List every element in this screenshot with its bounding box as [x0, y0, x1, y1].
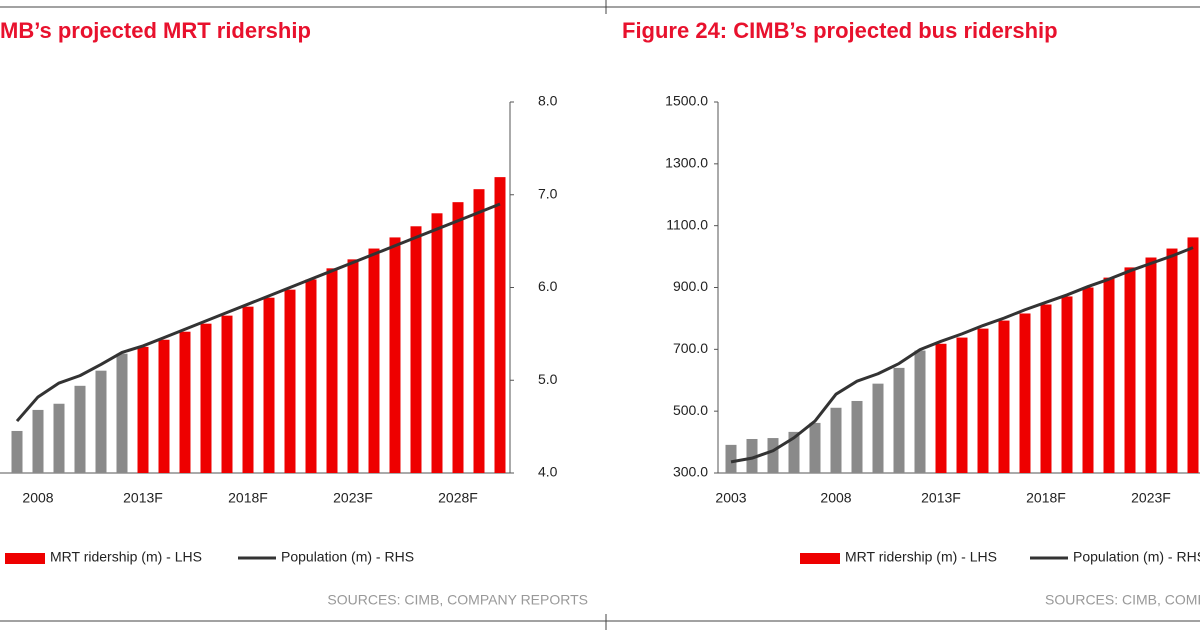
bar [998, 320, 1010, 473]
y2-tick-label: 7.0 [538, 185, 558, 201]
bar [116, 353, 128, 473]
bar [1019, 313, 1031, 473]
bar [221, 315, 233, 473]
bar [53, 403, 65, 473]
bar [11, 430, 23, 473]
bar [1145, 257, 1157, 473]
y-tick-label: 700.0 [673, 340, 708, 356]
bar [200, 323, 212, 473]
legend-swatch [800, 553, 840, 564]
legend-label: Population (m) - RHS [281, 549, 414, 565]
bar [368, 248, 380, 473]
bar [326, 268, 338, 473]
y2-tick-label: 4.0 [538, 464, 558, 480]
bar [935, 343, 947, 473]
y-tick-label: 500.0 [673, 402, 708, 418]
bar [893, 367, 905, 473]
x-tick-label: 2013F [921, 490, 961, 506]
y-tick-label: 1300.0 [665, 155, 708, 171]
bar [851, 400, 863, 473]
bar [137, 346, 149, 473]
y2-tick-label: 8.0 [538, 93, 558, 109]
bar [494, 177, 506, 473]
bar [1061, 296, 1073, 473]
legend-label: MRT ridership (m) - LHS [845, 549, 997, 565]
y-tick-label: 900.0 [673, 278, 708, 294]
bar [977, 328, 989, 473]
legend-swatch [5, 553, 45, 564]
y2-tick-label: 6.0 [538, 278, 558, 294]
bar [179, 331, 191, 473]
bar [284, 289, 296, 473]
bar [830, 407, 842, 473]
x-tick-label: 2003 [715, 490, 746, 506]
bar [1082, 287, 1094, 473]
bar [431, 213, 443, 474]
bar [1103, 277, 1115, 473]
bar [1040, 304, 1052, 473]
bar [1166, 248, 1178, 473]
y-tick-label: 1500.0 [665, 93, 708, 109]
x-tick-label: 2018F [1026, 490, 1066, 506]
x-tick-label: 2023F [333, 490, 373, 506]
bar [242, 306, 254, 473]
source-note: SOURCES: CIMB, COMPANY REPORTS [327, 592, 588, 608]
bar [410, 226, 422, 473]
bar [473, 189, 485, 473]
x-tick-label: 2018F [228, 490, 268, 506]
bar [32, 409, 44, 473]
bar [872, 383, 884, 473]
bar [305, 279, 317, 473]
bar [95, 370, 107, 473]
bar [1187, 237, 1199, 473]
bar [74, 385, 86, 473]
bar [788, 431, 800, 473]
chart-title: Figure 24: CIMB’s projected bus ridershi… [622, 18, 1058, 43]
legend-label: MRT ridership (m) - LHS [50, 549, 202, 565]
x-tick-label: 2028F [438, 490, 478, 506]
bar [767, 438, 779, 473]
bar [347, 259, 359, 473]
bar [956, 337, 968, 473]
bar [725, 444, 737, 473]
source-note: SOURCES: CIMB, COMPANY REPORTS [1045, 592, 1200, 608]
bar [914, 350, 926, 473]
bar [809, 422, 821, 473]
y-tick-label: 1100.0 [666, 216, 708, 232]
bar [389, 237, 401, 473]
bar [1124, 267, 1136, 473]
bar [746, 438, 758, 473]
bar [263, 297, 275, 473]
x-tick-label: 2008 [22, 490, 53, 506]
line [15, 202, 501, 423]
y-tick-label: 300.0 [673, 464, 708, 480]
bar [452, 202, 464, 474]
x-tick-label: 2023F [1131, 490, 1171, 506]
chart-title: MB’s projected MRT ridership [0, 18, 311, 43]
y2-tick-label: 5.0 [538, 371, 558, 387]
legend-label: Population (m) - RHS [1073, 549, 1200, 565]
bar [158, 339, 170, 473]
x-tick-label: 2013F [123, 490, 163, 506]
x-tick-label: 2008 [820, 490, 851, 506]
line [730, 246, 1194, 464]
